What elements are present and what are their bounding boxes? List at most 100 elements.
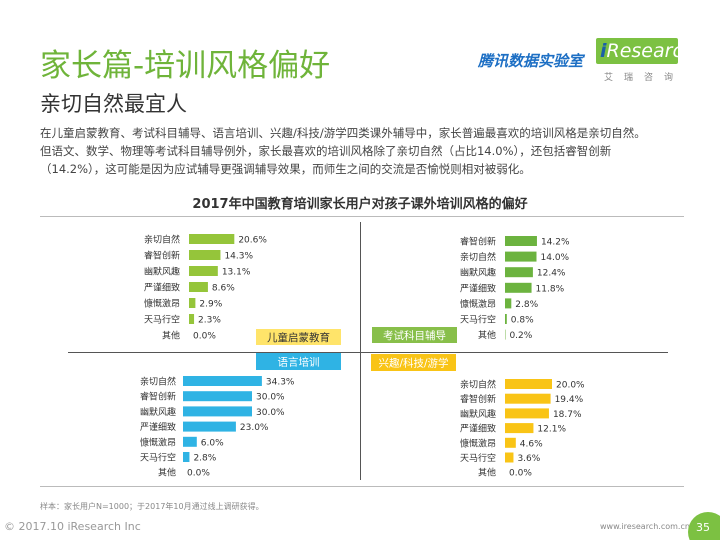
data-label: 30.0% xyxy=(256,408,285,418)
quadrant-label: 儿童启蒙教育 xyxy=(267,331,330,344)
quadrant-label: 语言培训 xyxy=(278,356,320,369)
bar xyxy=(189,234,235,244)
bar xyxy=(183,391,252,402)
footer-copyright: © 2017.10 iResearch Inc xyxy=(4,520,141,533)
bar xyxy=(183,452,190,462)
page-title: 家长篇-培训风格偏好 xyxy=(40,48,331,84)
bar xyxy=(505,408,549,419)
category-label: 严谨细致 xyxy=(140,421,176,433)
data-label: 20.6% xyxy=(238,236,267,246)
bar xyxy=(505,379,552,389)
chart-title: 2017年中国教育培训家长用户对孩子课外培训风格的偏好 xyxy=(192,197,528,212)
bar xyxy=(505,393,551,404)
category-label: 亲切自然 xyxy=(140,376,176,388)
bar xyxy=(189,266,218,276)
data-label: 0.0% xyxy=(187,469,210,479)
data-label: 12.4% xyxy=(537,269,566,279)
footer-url: www.iresearch.com.cn xyxy=(600,522,690,531)
data-label: 0.0% xyxy=(193,332,216,342)
category-label: 慷慨激昂 xyxy=(460,298,496,310)
data-label: 19.4% xyxy=(555,395,584,405)
category-label: 慷慨激昂 xyxy=(460,437,496,449)
category-label: 亲切自然 xyxy=(460,379,496,391)
category-label: 亲切自然 xyxy=(144,234,180,246)
category-label: 睿智创新 xyxy=(144,250,180,262)
data-label: 23.0% xyxy=(240,423,269,433)
description-line: 但语文、数学、物理等考试科目辅导例外，家长最喜欢的培训风格除了亲切自然（占比14… xyxy=(40,144,612,158)
quadrant-label-background xyxy=(256,329,341,345)
data-label: 11.8% xyxy=(536,284,565,294)
chart-frame-bottom xyxy=(40,486,684,487)
category-label: 幽默风趣 xyxy=(140,406,176,418)
iresearch-logo-subtitle: 艾瑞咨询 xyxy=(604,73,685,83)
category-label: 睿智创新 xyxy=(460,393,496,405)
category-label: 其他 xyxy=(158,467,176,479)
data-label: 3.6% xyxy=(517,454,540,464)
data-label: 18.7% xyxy=(553,410,582,420)
quadrant-label: 考试科目辅导 xyxy=(383,329,446,342)
page-subtitle: 亲切自然最宜人 xyxy=(40,92,187,116)
page-number: 35 xyxy=(688,512,720,540)
bar xyxy=(183,406,252,417)
category-label: 严谨细致 xyxy=(460,423,496,435)
quadrant-label: 兴趣/科技/游学 xyxy=(378,357,448,370)
bar xyxy=(189,282,208,292)
description-line: （14.2%），这可能是因为应试辅导更强调辅导效果，而师生之间的交流是否愉悦则相… xyxy=(40,162,531,176)
description-line: 在儿童启蒙教育、考试科目辅导、语言培训、兴趣/科技/游学四类课外辅导中，家长普遍… xyxy=(40,126,646,140)
data-label: 2.8% xyxy=(515,300,538,310)
iresearch-logo: iResearch xyxy=(596,38,695,64)
category-label: 慷慨激昂 xyxy=(144,298,180,310)
data-label: 2.9% xyxy=(199,300,222,310)
category-label: 幽默风趣 xyxy=(460,267,496,279)
category-label: 幽默风趣 xyxy=(460,408,496,420)
chart-frame-top xyxy=(40,216,684,217)
category-label: 天马行空 xyxy=(144,314,180,326)
bar xyxy=(505,423,534,434)
category-label: 天马行空 xyxy=(140,452,176,464)
tencent-data-lab-logo: 腾讯数据实验室 xyxy=(478,52,584,70)
bar xyxy=(505,236,537,246)
data-label: 20.0% xyxy=(556,381,585,391)
data-label: 12.1% xyxy=(537,425,566,435)
bar xyxy=(189,298,196,308)
data-label: 0.0% xyxy=(509,469,532,479)
category-label: 亲切自然 xyxy=(460,251,496,263)
data-label: 6.0% xyxy=(201,438,224,448)
data-label: 14.0% xyxy=(541,253,570,263)
bar xyxy=(189,250,221,260)
bar xyxy=(505,314,507,324)
data-label: 34.3% xyxy=(266,378,295,388)
category-label: 睿智创新 xyxy=(460,236,496,248)
bar xyxy=(505,282,532,293)
data-label: 14.2% xyxy=(541,238,570,248)
bar xyxy=(505,437,516,448)
category-label: 慷慨激昂 xyxy=(140,436,176,448)
category-label: 其他 xyxy=(478,329,496,341)
quadrant-divider-vertical xyxy=(360,222,361,480)
bar xyxy=(505,298,512,309)
category-label: 天马行空 xyxy=(460,314,496,326)
data-label: 4.6% xyxy=(520,439,543,449)
data-label: 8.6% xyxy=(212,284,235,294)
data-label: 14.3% xyxy=(224,252,253,262)
bar xyxy=(183,421,236,432)
bar xyxy=(505,452,514,463)
data-label: 30.0% xyxy=(256,393,285,403)
bar xyxy=(183,376,262,386)
bar xyxy=(505,251,537,262)
category-label: 严谨细致 xyxy=(144,282,180,294)
bar xyxy=(183,436,197,447)
category-label: 幽默风趣 xyxy=(144,266,180,278)
data-label: 0.8% xyxy=(511,316,534,326)
footnote: 样本：家长用户N=1000；于2017年10月通过线上调研获得。 xyxy=(40,502,264,511)
iresearch-logo-text: Research xyxy=(606,40,695,62)
iresearch-logo-i: i xyxy=(600,40,607,62)
bar xyxy=(189,314,195,324)
data-label: 0.2% xyxy=(509,331,532,341)
quadrant-label-background xyxy=(371,354,456,371)
quadrant-label-background xyxy=(256,353,341,370)
description: 在儿童启蒙教育、考试科目辅导、语言培训、兴趣/科技/游学四类课外辅导中，家长普遍… xyxy=(40,124,700,178)
data-label: 2.8% xyxy=(193,454,216,464)
category-label: 其他 xyxy=(162,330,180,342)
